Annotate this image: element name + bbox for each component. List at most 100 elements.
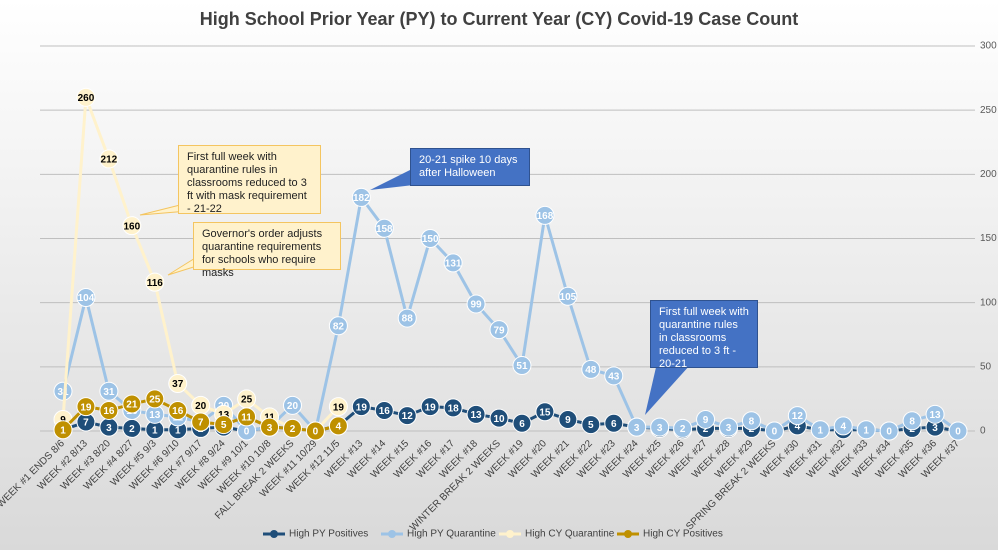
data-point	[145, 389, 165, 409]
data-label: 3	[726, 423, 732, 434]
data-point	[260, 417, 280, 437]
y-tick-label: 300	[980, 41, 997, 52]
data-point	[948, 421, 968, 441]
data-label: 31	[57, 387, 69, 398]
data-label: 1	[152, 425, 158, 436]
data-label: 2	[680, 424, 686, 435]
data-label: 13	[149, 410, 161, 421]
data-point	[581, 359, 601, 379]
data-point	[397, 308, 417, 328]
data-point	[489, 320, 509, 340]
data-label: 12	[402, 411, 414, 422]
data-point	[76, 87, 96, 107]
data-label: 16	[103, 406, 115, 417]
data-point	[420, 397, 440, 417]
data-label: 99	[471, 300, 483, 311]
data-label: 11	[241, 413, 252, 424]
data-point	[282, 418, 302, 438]
legend-swatch	[506, 530, 514, 538]
data-label: 13	[929, 410, 941, 421]
data-label: 2	[129, 424, 135, 435]
data-label: 19	[356, 402, 368, 413]
data-label: 13	[471, 410, 483, 421]
data-point	[99, 149, 119, 169]
data-label: 0	[955, 427, 961, 438]
data-point	[741, 411, 761, 431]
data-point	[351, 397, 371, 417]
data-label: 3	[932, 423, 938, 434]
data-label: 10	[493, 414, 505, 425]
data-label: 131	[445, 259, 462, 270]
data-point	[466, 404, 486, 424]
data-point	[282, 395, 302, 415]
data-point	[764, 421, 784, 441]
data-point	[145, 272, 165, 292]
data-label: 8	[749, 416, 755, 427]
data-point	[604, 413, 624, 433]
data-label: 105	[560, 292, 577, 303]
data-point	[856, 420, 876, 440]
data-label: 8	[909, 416, 915, 427]
y-tick-label: 150	[980, 233, 997, 244]
data-point	[535, 205, 555, 225]
data-point	[76, 397, 96, 417]
data-point	[420, 229, 440, 248]
data-point	[76, 288, 96, 308]
data-point	[512, 413, 532, 433]
legend-label: High CY Positives	[643, 529, 723, 540]
annotation: First full week with quarantine rules in…	[650, 300, 758, 370]
data-label: 9	[565, 415, 571, 426]
legend-label: High CY Quarantine	[525, 529, 615, 540]
data-label: 1	[863, 425, 869, 436]
data-point	[627, 417, 647, 437]
data-point	[558, 286, 578, 306]
data-point	[99, 381, 119, 401]
data-label: 3	[106, 423, 112, 434]
data-label: 20	[287, 401, 299, 412]
data-label: 21	[126, 400, 138, 411]
data-label: 16	[172, 406, 184, 417]
data-label: 7	[198, 418, 204, 429]
data-point	[443, 398, 463, 418]
data-label: 260	[78, 93, 95, 104]
data-label: 37	[172, 379, 184, 390]
data-label: 168	[537, 211, 554, 222]
data-point	[168, 400, 188, 420]
data-label: 25	[241, 395, 253, 406]
annotation: 20-21 spike 10 days after Halloween	[410, 148, 530, 186]
data-point	[351, 187, 371, 207]
data-label: 158	[376, 224, 393, 235]
data-label: 212	[101, 155, 118, 166]
data-label: 2	[703, 424, 709, 435]
data-point	[328, 397, 348, 417]
data-point	[489, 408, 509, 428]
data-label: 20	[195, 401, 207, 412]
y-tick-label: 250	[980, 105, 997, 116]
data-point	[581, 415, 601, 435]
data-label: 2	[290, 424, 296, 435]
data-label: 25	[149, 395, 161, 406]
data-label: 6	[519, 419, 525, 430]
data-label: 51	[516, 361, 528, 372]
data-label: 3	[657, 423, 663, 434]
data-point	[810, 420, 830, 440]
data-label: 48	[585, 365, 597, 376]
data-label: 150	[422, 234, 439, 245]
data-label: 160	[124, 221, 141, 232]
data-label: 9	[703, 415, 709, 426]
data-label: 3	[634, 423, 640, 434]
data-label: 19	[333, 402, 345, 413]
legend-label: High PY Quarantine	[407, 529, 496, 540]
y-tick-label: 50	[980, 361, 992, 372]
annotation: Governor's order adjusts quarantine requ…	[193, 222, 341, 279]
data-point	[696, 409, 716, 429]
data-label: 79	[493, 325, 505, 336]
series-line	[61, 193, 959, 435]
data-point	[466, 294, 486, 314]
data-point	[305, 421, 325, 441]
data-label: 43	[608, 371, 620, 382]
data-point	[237, 407, 257, 427]
data-point	[558, 409, 578, 429]
